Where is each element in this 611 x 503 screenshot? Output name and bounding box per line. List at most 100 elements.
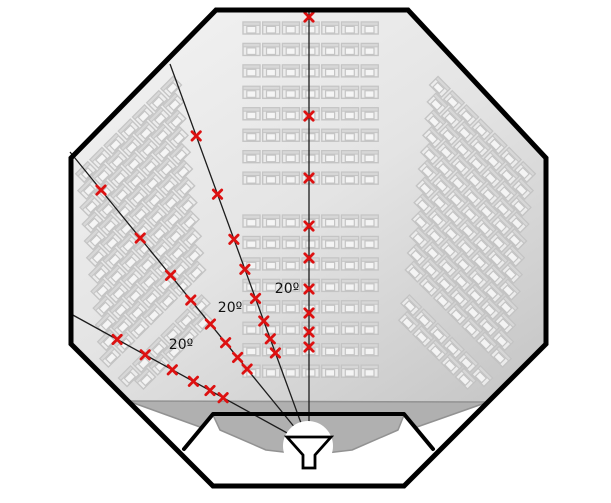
seat-part [262, 300, 281, 305]
seat-part [127, 317, 144, 334]
seat [321, 149, 340, 164]
seat [114, 216, 137, 239]
seat-part [113, 172, 127, 185]
angle-label: 20º [169, 337, 193, 353]
seat-part [119, 135, 136, 152]
seat-part [281, 42, 300, 48]
seat-part [134, 208, 148, 222]
seat [262, 300, 281, 314]
seat-part [401, 316, 415, 330]
seat [103, 132, 126, 155]
seat-part [175, 280, 189, 294]
seat-part [242, 171, 261, 177]
seat-part [137, 269, 154, 286]
seat-part [262, 42, 281, 48]
seat-part [133, 323, 147, 337]
seat-part [262, 21, 281, 26]
seat-part [166, 328, 179, 342]
seat-part [147, 309, 161, 322]
seat-part [477, 118, 494, 135]
seat [438, 123, 461, 146]
seat-part [453, 303, 470, 320]
seat [440, 353, 463, 376]
seat-part [461, 121, 477, 137]
seat-part [341, 257, 359, 262]
seat-part [437, 162, 451, 176]
seat-part [517, 177, 534, 194]
seat-part [341, 343, 359, 348]
seat-part [341, 300, 359, 305]
seat-part [242, 343, 261, 348]
seat-part [344, 326, 355, 334]
seat-part [492, 247, 509, 264]
seat-part [265, 175, 277, 184]
seat-part [99, 186, 113, 200]
seat-part [114, 303, 128, 317]
seat-part [163, 224, 180, 241]
seat-part [460, 356, 474, 370]
seat-part [483, 303, 497, 317]
seat-part [160, 322, 177, 339]
seat-part [301, 364, 320, 370]
seat [442, 336, 466, 360]
seat-part [321, 214, 340, 219]
measurement-mark [303, 252, 315, 264]
seat-part [481, 331, 498, 348]
seat-part [463, 351, 479, 367]
seat-part [104, 264, 121, 281]
seat [441, 221, 465, 245]
seat-part [164, 196, 178, 210]
seat-part [493, 351, 506, 365]
seat-part [419, 193, 436, 210]
seat-part [164, 109, 181, 126]
seat-part [301, 236, 320, 241]
seat [321, 64, 340, 78]
seat [462, 185, 485, 208]
seat [455, 235, 479, 259]
seat-part [324, 218, 336, 227]
seat [321, 171, 340, 185]
seat [109, 182, 133, 206]
seat-part [440, 261, 454, 274]
seat [281, 235, 301, 250]
seat-part [482, 188, 496, 202]
seat [445, 187, 469, 211]
seat-part [262, 64, 281, 69]
seat [99, 230, 123, 254]
seat [91, 163, 114, 186]
seat-part [285, 68, 296, 77]
seat-part [148, 106, 165, 123]
seat-part [183, 216, 197, 229]
seat-part [85, 200, 98, 214]
seat-part [504, 278, 521, 295]
seat [437, 255, 460, 278]
seat [453, 252, 477, 276]
seat-part [414, 215, 428, 229]
seat-part [344, 347, 355, 356]
seat [106, 280, 130, 304]
seat [118, 249, 142, 273]
seat-part [341, 42, 359, 48]
seat-part [512, 200, 526, 214]
seat [167, 257, 191, 281]
seat-part [108, 253, 121, 267]
seat-part [285, 47, 296, 56]
seat-part [94, 312, 111, 329]
seat-part [364, 47, 375, 56]
seat-part [176, 325, 193, 342]
seat-part [423, 159, 440, 176]
seat [426, 339, 449, 362]
seat-part [459, 241, 473, 255]
seat-part [285, 90, 296, 98]
seat-part [480, 216, 497, 233]
seat [340, 42, 360, 57]
seat-part [454, 275, 468, 289]
seat-part [115, 188, 129, 202]
seat-part [321, 278, 340, 284]
seat-part [463, 104, 480, 121]
seat-part [146, 90, 162, 106]
seat-part [360, 171, 379, 177]
seat-part [187, 249, 201, 263]
seat-part [123, 371, 137, 384]
